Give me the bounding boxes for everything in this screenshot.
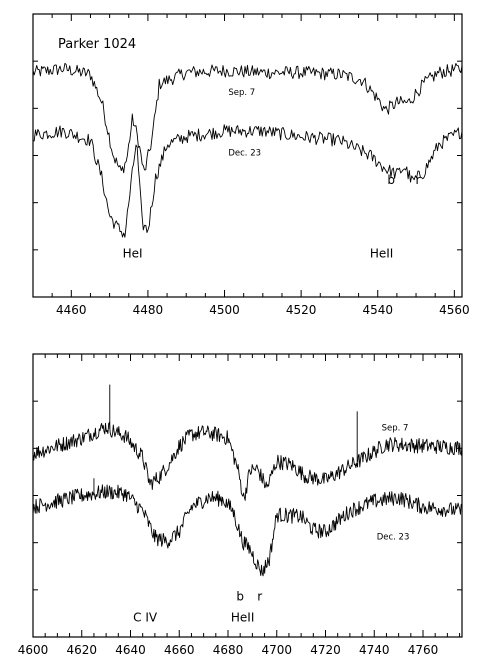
panel-bottom-tick-labels: 4600 4620 4640 4660 4680 4700 4720 4740 4760 [18, 643, 439, 657]
x-tick-label: 4740 [359, 643, 390, 657]
annotation-label: HeII [231, 611, 254, 625]
panel-bottom-series [32, 384, 463, 577]
spectrum-line-sep7 [32, 62, 463, 174]
x-tick-label: 4660 [164, 643, 195, 657]
annotation-label: b [387, 173, 395, 187]
annotation-label: Dec. 23 [377, 532, 410, 542]
annotation-label: Sep. 7 [228, 88, 255, 98]
spectrum-line-dec23 [32, 484, 463, 577]
panel-top-tick-labels: 4460 4480 4500 4520 4540 4560 [56, 303, 470, 317]
x-tick-label: 4680 [213, 643, 244, 657]
x-tick-label: 4480 [133, 303, 164, 317]
x-tick-label: 4600 [18, 643, 49, 657]
annotation-label: b [236, 590, 244, 604]
panel-top: 4460 4480 4500 4520 4540 4560 Parker 1024 Sep… [32, 13, 470, 317]
x-tick-label: 4760 [408, 643, 439, 657]
panel-top-ticks [32, 14, 462, 297]
x-tick-label: 4700 [261, 643, 292, 657]
x-tick-label: 4500 [209, 303, 240, 317]
x-tick-label: 4620 [66, 643, 97, 657]
x-tick-label: 4640 [115, 643, 146, 657]
chart-title: Parker 1024 [58, 37, 136, 52]
spectrum-line-dec23 [32, 124, 463, 238]
annotation-label: r [257, 590, 262, 604]
x-tick-label: 4720 [310, 643, 341, 657]
x-tick-label: 4540 [362, 303, 393, 317]
annotation-label: Dec. 23 [228, 149, 261, 159]
panel-bottom: 4600 4620 4640 4660 4680 4700 4720 4740 4760 Sep… [18, 353, 463, 657]
annotation-label: HeI [123, 246, 143, 260]
spectrum-line-sep7 [32, 421, 463, 501]
panel-bottom-ticks [32, 354, 462, 637]
x-tick-label: 4560 [439, 303, 470, 317]
annotation-label: C IV [133, 611, 158, 625]
annotation-label: Sep. 7 [382, 423, 409, 433]
panel-top-series [32, 62, 463, 238]
annotation-label: r [415, 173, 420, 187]
annotation-label: HeII [370, 246, 393, 260]
x-tick-label: 4520 [286, 303, 317, 317]
panel-top-annotations: Sep. 7 Dec. 23 b r HeI HeII [123, 88, 421, 260]
x-tick-label: 4460 [56, 303, 87, 317]
panel-bottom-annotations: Sep. 7 Dec. 23 b r C IV HeII [133, 423, 409, 624]
